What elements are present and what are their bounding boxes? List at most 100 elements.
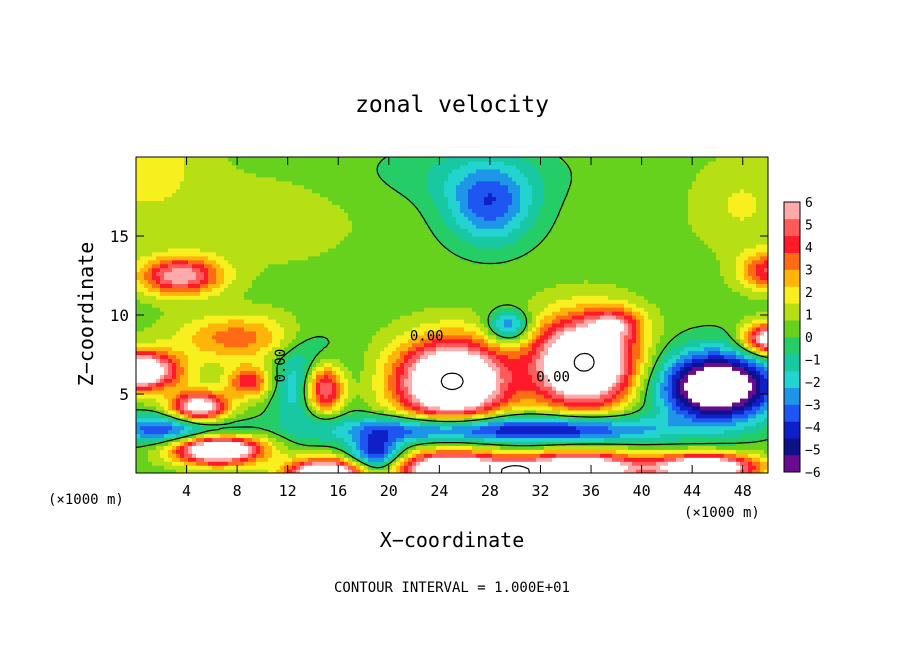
field-cell	[696, 461, 701, 466]
field-cell	[216, 465, 221, 470]
field-cell	[640, 394, 645, 399]
field-cell	[436, 433, 441, 439]
field-cell	[608, 409, 613, 415]
field-cell	[488, 390, 493, 395]
field-cell	[492, 421, 497, 427]
field-cell	[448, 413, 453, 419]
field-cell	[368, 366, 373, 371]
field-cell	[152, 465, 157, 470]
field-cell	[696, 421, 701, 427]
field-cell	[716, 461, 721, 466]
field-cell	[568, 433, 573, 439]
field-cell	[156, 394, 161, 399]
field-cell	[280, 425, 285, 431]
field-cell	[248, 465, 253, 470]
chart-title: zonal velocity	[355, 92, 549, 118]
field-cell	[568, 382, 573, 387]
field-cell	[156, 465, 161, 470]
field-cell	[404, 378, 409, 383]
field-cell	[608, 429, 613, 435]
field-cell	[624, 354, 629, 360]
field-cell	[188, 401, 193, 407]
field-cell	[532, 370, 537, 375]
field-cell	[140, 354, 145, 360]
field-cell	[272, 362, 277, 367]
field-cell	[268, 366, 273, 371]
field-cell	[528, 354, 533, 360]
field-cell	[692, 425, 697, 431]
field-cell	[744, 465, 749, 470]
field-cell	[560, 378, 565, 383]
field-cell	[632, 465, 637, 470]
field-cell	[288, 457, 293, 462]
field-cell	[724, 457, 729, 462]
field-cell	[188, 429, 193, 435]
field-cell	[356, 429, 361, 435]
field-cell	[524, 409, 529, 415]
field-cell	[744, 437, 749, 442]
field-cell	[228, 437, 233, 442]
field-cell	[352, 394, 357, 399]
field-cell	[664, 354, 669, 360]
field-cell	[632, 397, 637, 403]
field-cell	[340, 409, 345, 415]
field-cell	[364, 374, 369, 379]
field-cell	[688, 358, 693, 363]
field-cell	[664, 413, 669, 419]
field-cell	[268, 382, 273, 387]
field-cell	[200, 425, 205, 431]
field-cell	[200, 465, 205, 470]
field-cell	[168, 394, 173, 399]
field-cell	[312, 358, 317, 363]
field-cell	[208, 346, 213, 352]
field-cell	[392, 461, 397, 466]
field-cell	[500, 441, 505, 446]
field-cell	[328, 437, 333, 442]
field-cell	[392, 366, 397, 371]
field-cell	[384, 433, 389, 439]
field-cell	[208, 469, 213, 473]
field-cell	[480, 358, 485, 363]
field-cell	[216, 386, 221, 391]
field-cell	[472, 429, 477, 435]
field-cell	[616, 358, 621, 363]
field-cell	[712, 405, 717, 411]
field-cell	[388, 469, 393, 473]
field-cell	[656, 397, 661, 403]
field-cell	[636, 390, 641, 395]
field-cell	[720, 421, 725, 427]
field-cell	[320, 397, 325, 403]
field-cell	[376, 394, 381, 399]
field-cell	[764, 362, 768, 367]
field-cell	[356, 437, 361, 442]
field-cell	[436, 374, 441, 379]
field-cell	[444, 358, 449, 363]
field-cell	[524, 429, 529, 435]
field-cell	[532, 449, 537, 454]
field-cell	[704, 386, 709, 391]
field-cell	[468, 366, 473, 371]
field-cell	[280, 469, 285, 473]
field-cell	[436, 382, 441, 387]
field-cell	[396, 461, 401, 466]
field-cell	[612, 461, 617, 466]
field-cell	[512, 413, 517, 419]
field-cell	[364, 397, 369, 403]
field-cell	[752, 457, 757, 462]
field-cell	[532, 433, 537, 439]
field-cell	[248, 386, 253, 391]
field-cell	[564, 386, 569, 391]
field-cell	[252, 366, 257, 371]
field-cell	[432, 394, 437, 399]
field-cell	[324, 417, 329, 423]
field-cell	[576, 386, 581, 391]
field-cell	[292, 370, 297, 375]
field-cell	[200, 397, 205, 403]
field-cell	[288, 417, 293, 423]
field-cell	[268, 461, 273, 466]
field-cell	[564, 354, 569, 360]
field-cell	[200, 378, 205, 383]
field-cell	[592, 354, 597, 360]
field-cell	[636, 421, 641, 427]
field-cell	[736, 429, 741, 435]
